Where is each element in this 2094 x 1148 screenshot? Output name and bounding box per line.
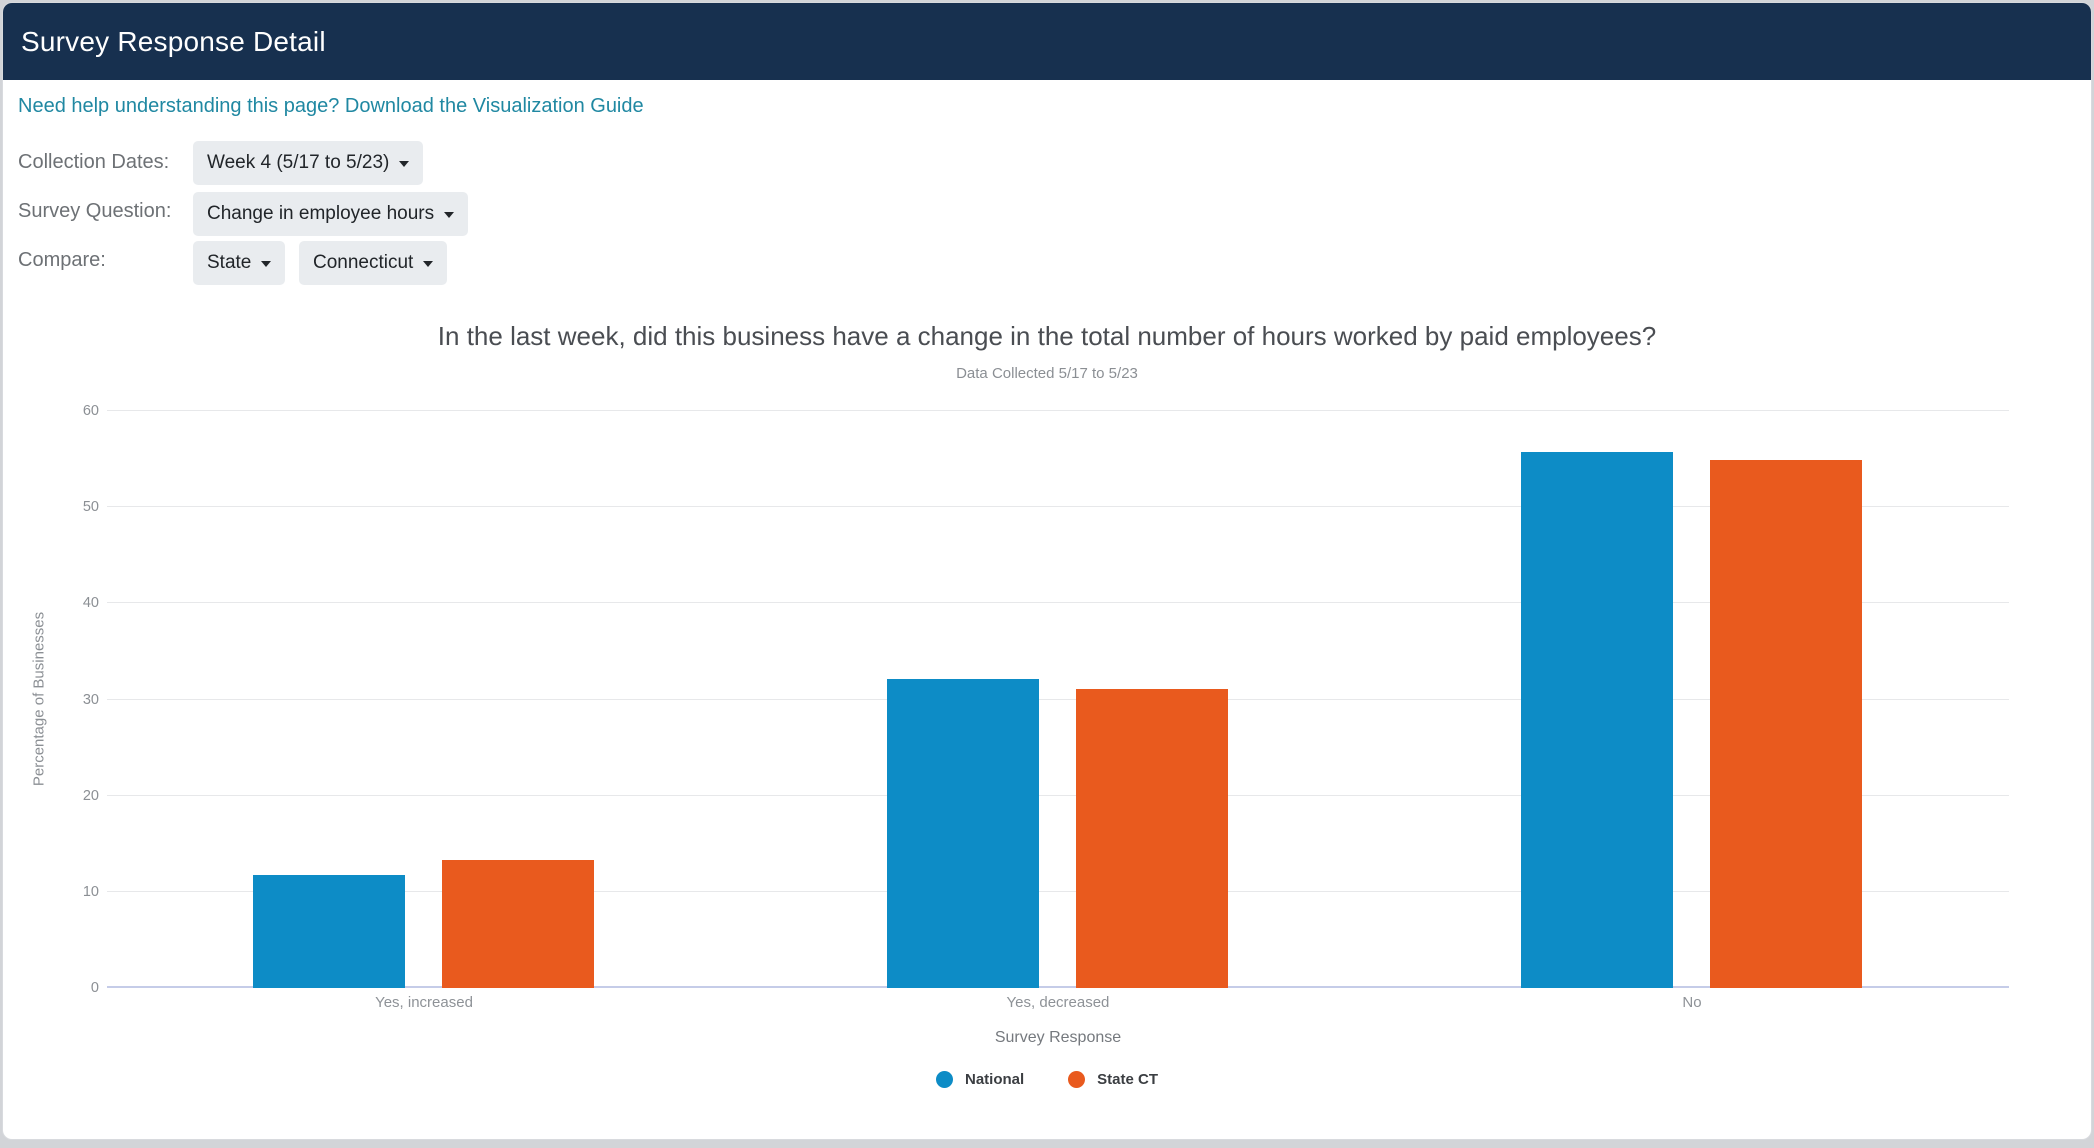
y-tick-label: 0	[90, 980, 99, 996]
bar-state-ct-yes-increased[interactable]	[442, 860, 595, 988]
gridline	[107, 410, 2009, 411]
legend-label: State CT	[1097, 1071, 1159, 1088]
survey-question-label: Survey Question:	[18, 200, 172, 222]
x-axis-baseline	[107, 986, 2009, 988]
compare-type-dropdown[interactable]: State	[193, 241, 286, 285]
chart-title: In the last week, did this business have…	[437, 321, 1657, 351]
survey-question-value: Change in employee hours	[207, 203, 435, 224]
chart-subtitle: Data Collected 5/17 to 5/23	[956, 365, 1138, 382]
gridline	[107, 890, 2009, 892]
y-tick-label: 30	[82, 691, 99, 708]
bar-group-no	[1375, 411, 2009, 988]
legend-item-national[interactable]: National	[935, 1071, 1025, 1088]
collection-dates-label: Collection Dates:	[18, 151, 170, 173]
y-tick-label: 40	[82, 595, 99, 612]
caret-down-icon	[444, 212, 455, 218]
x-axis-ticks: Yes, increased Yes, decreased No	[107, 994, 2009, 1016]
bar-state-ct-no[interactable]	[1710, 460, 1863, 988]
y-tick-label: 60	[82, 403, 99, 419]
compare-label: Compare:	[18, 249, 106, 271]
bar-chart: In the last week, did this business have…	[3, 303, 2091, 1141]
plot-area	[107, 410, 2009, 988]
x-tick-label-yes-decreased: Yes, decreased	[1006, 994, 1110, 1011]
bar-state-ct-yes-decreased[interactable]	[1076, 688, 1229, 988]
y-axis: 0 10 20 30 40 50 60	[3, 403, 99, 996]
visualization-guide-link[interactable]: Need help understanding this page? Downl…	[18, 95, 644, 117]
page-title: Survey Response Detail	[21, 26, 326, 57]
y-tick-label: 50	[82, 499, 99, 516]
collection-dates-dropdown[interactable]: Week 4 (5/17 to 5/23)	[193, 141, 424, 185]
x-tick-label-no: No	[1682, 994, 1702, 1011]
y-axis-title: Percentage of Businesses	[30, 611, 48, 787]
collection-dates-value: Week 4 (5/17 to 5/23)	[207, 152, 390, 173]
bar-national-yes-decreased[interactable]	[887, 679, 1040, 988]
bar-group-yes-decreased	[741, 411, 1375, 988]
chart-legend: National State CT	[3, 1071, 2091, 1088]
compare-type-value: State	[207, 252, 252, 273]
bar-group-yes-increased	[107, 411, 741, 988]
bar-national-yes-increased[interactable]	[253, 874, 406, 988]
gridline	[107, 698, 2009, 700]
bar-national-no[interactable]	[1521, 452, 1674, 988]
gridline	[107, 602, 2009, 604]
legend-dot-national	[935, 1071, 953, 1088]
app-header: Survey Response Detail	[3, 3, 2091, 80]
legend-dot-state-ct	[1068, 1071, 1086, 1088]
survey-question-dropdown[interactable]: Change in employee hours	[193, 192, 469, 236]
x-axis-title: Survey Response	[994, 1029, 1122, 1046]
legend-label: National	[964, 1071, 1025, 1088]
caret-down-icon	[423, 261, 434, 267]
y-tick-label: 10	[82, 883, 99, 900]
gridline	[107, 794, 2009, 796]
caret-down-icon	[399, 161, 410, 167]
compare-region-value: Connecticut	[313, 252, 414, 273]
legend-item-state-ct[interactable]: State CT	[1068, 1071, 1158, 1088]
compare-region-dropdown[interactable]: Connecticut	[299, 241, 448, 285]
x-tick-label-yes-increased: Yes, increased	[375, 994, 473, 1011]
gridline	[107, 506, 2009, 508]
caret-down-icon	[261, 261, 272, 267]
y-tick-label: 20	[82, 787, 99, 804]
